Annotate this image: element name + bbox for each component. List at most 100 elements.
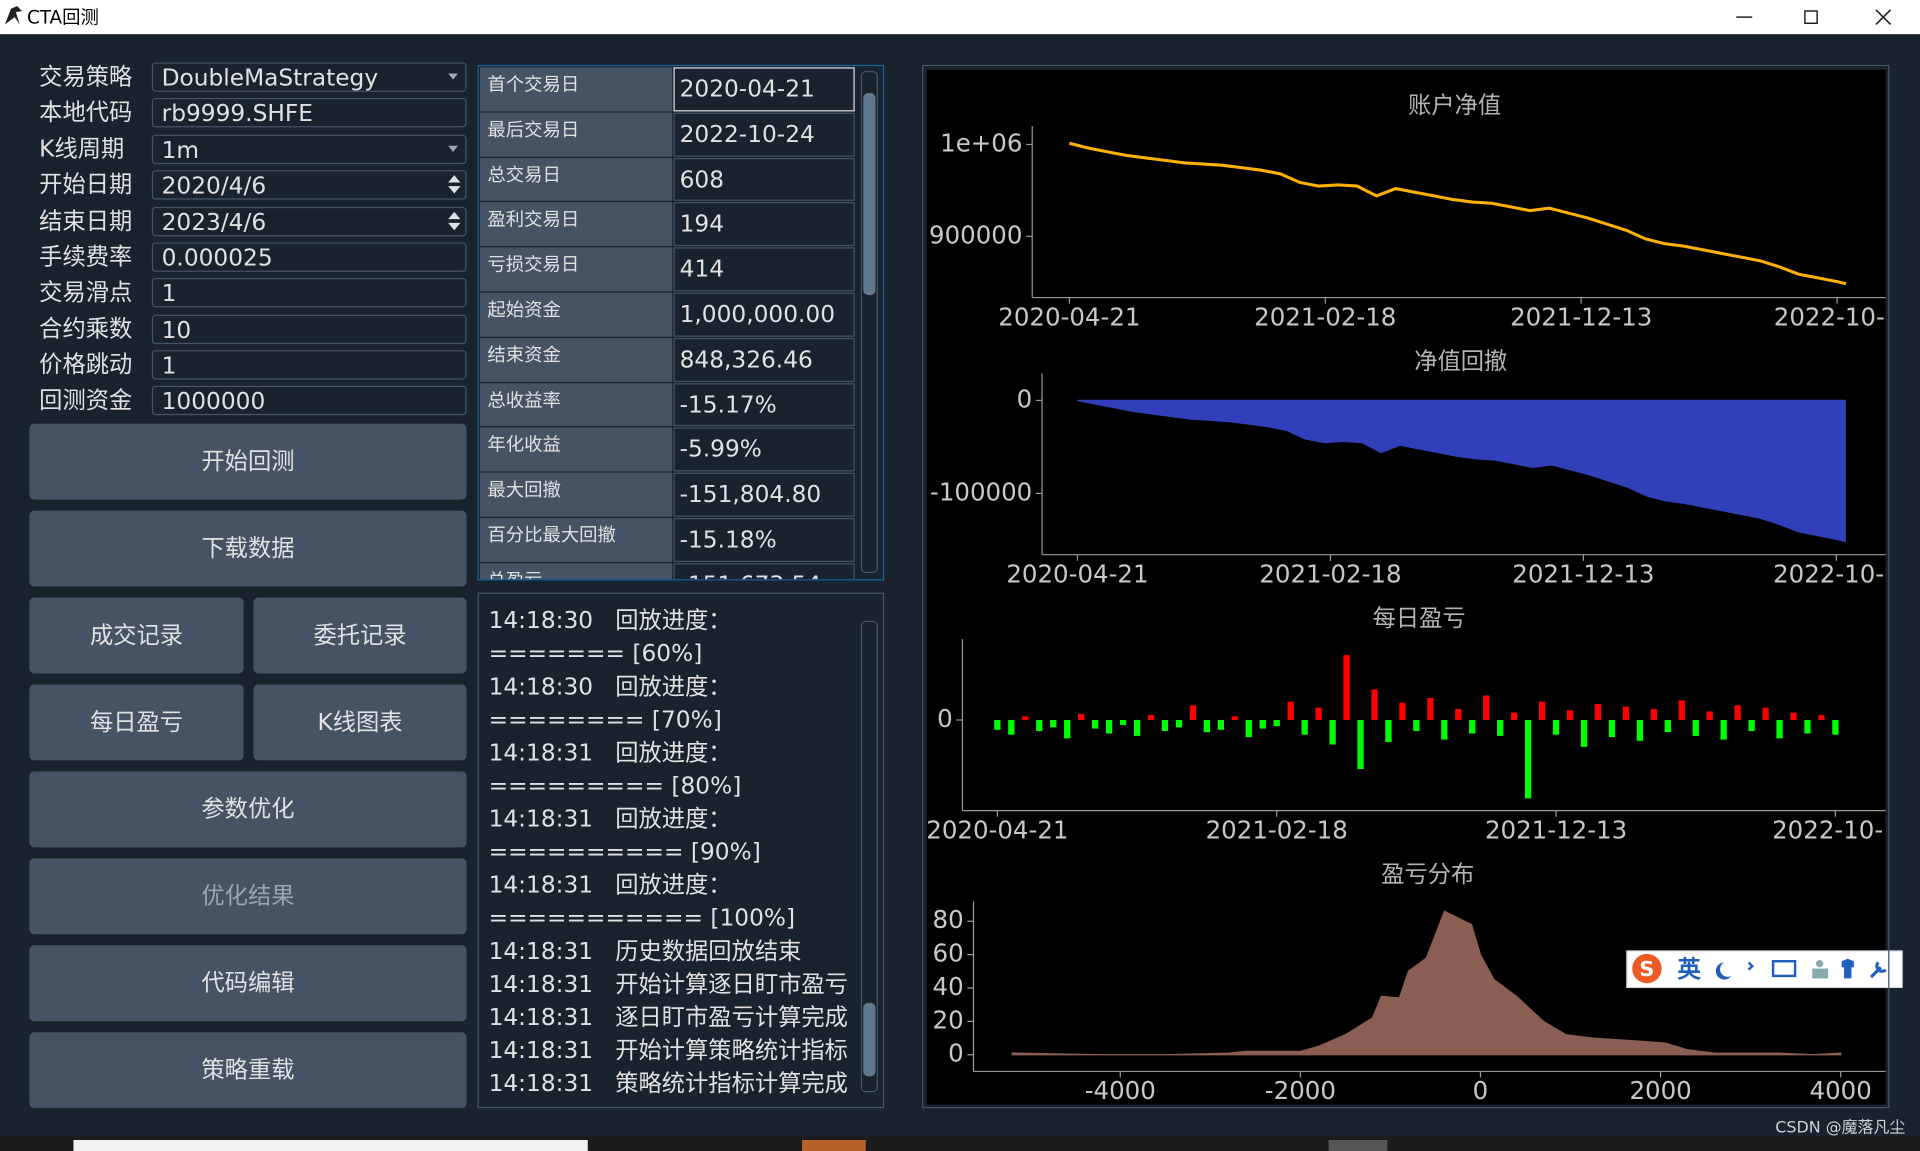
x-tick-label: 2020-04-21 (927, 815, 1069, 844)
pnl-bar (1497, 720, 1504, 736)
close[interactable] (1875, 9, 1892, 26)
combo-box[interactable]: 1m (151, 134, 467, 165)
button[interactable]: 开始回测 (29, 423, 467, 500)
pnl-bar (1105, 720, 1113, 734)
pnl-bar (1427, 697, 1434, 721)
stats-value[interactable]: -15.18% (673, 517, 855, 562)
button[interactable]: 下载数据 (29, 510, 467, 587)
combo-arrow[interactable] (448, 73, 458, 80)
pnl-bar (1455, 708, 1462, 721)
pnl-bar (1748, 720, 1755, 732)
edit-box[interactable]: 1000000 (151, 385, 467, 416)
stats-label: 总交易日 (480, 157, 673, 202)
stats-value[interactable]: -15.17% (673, 382, 855, 427)
pnl-bar (1678, 700, 1685, 721)
button[interactable]: 策略重载 (29, 1032, 467, 1109)
spin-up[interactable] (448, 211, 461, 220)
button[interactable]: 成交记录 (29, 597, 244, 674)
stats-value[interactable]: 194 (673, 202, 855, 247)
log-line: ========= [80%] (488, 772, 742, 800)
stats-label: 起始资金 (480, 292, 673, 337)
edit-box[interactable]: 1 (151, 350, 467, 380)
spin-down[interactable] (448, 222, 461, 231)
y-tick-label: 80 (933, 905, 964, 934)
log-line: 14:18:31 回放进度： (488, 805, 732, 833)
button[interactable]: K线图表 (253, 684, 467, 761)
x-tick-label: -4000 (1085, 1076, 1156, 1104)
scroll-handle[interactable] (863, 1002, 876, 1077)
pnl-bar (1413, 720, 1420, 732)
field-value: 0.000025 (161, 244, 273, 272)
pnl-bar (1343, 655, 1350, 721)
pnl-bar (1259, 720, 1266, 729)
pnl-bar (1594, 704, 1602, 721)
restore[interactable] (1804, 10, 1818, 25)
log-line: 14:18:31 回放进度： (488, 739, 732, 767)
stats-label: 最后交易日 (480, 112, 673, 157)
pnl-bar (1315, 707, 1322, 721)
spin-down[interactable] (448, 186, 461, 194)
log-line: ========== [90%] (488, 838, 761, 866)
title-bar-bg (0, 0, 1920, 35)
x-tick-label: 2021-02-18 (1254, 302, 1396, 331)
stats-value[interactable]: 2022-10-24 (673, 112, 855, 157)
button[interactable]: 代码编辑 (29, 945, 467, 1022)
spin-box[interactable]: 2020/4/6 (151, 170, 467, 200)
combo-box[interactable]: DoubleMaStrategy (151, 62, 467, 92)
pnl-bar (1091, 720, 1099, 729)
pnl-bar (1064, 720, 1071, 739)
log-line: ======== [70%] (488, 706, 722, 734)
pnl-bar (1189, 705, 1197, 721)
x-tick-label: 2020-04-21 (1006, 560, 1148, 589)
button[interactable]: 参数优化 (29, 771, 467, 848)
equity-line (1068, 141, 1847, 286)
stats-value[interactable]: 608 (673, 157, 855, 202)
combo-arrow[interactable] (448, 145, 458, 152)
pnl-bar (1175, 720, 1183, 728)
spin-up[interactable] (448, 175, 461, 183)
area (1077, 399, 1846, 543)
spin-box[interactable]: 2023/4/6 (151, 206, 467, 237)
log-line: 14:18:30 回放进度： (488, 607, 732, 635)
y-tick-label: 0 (948, 1039, 964, 1068)
button: 优化结果 (29, 858, 467, 935)
field-label: 本地代码 (39, 99, 133, 127)
x-tick-label: 2022-10-1 (1772, 815, 1886, 844)
stats-value[interactable]: -5.99% (673, 427, 855, 472)
stats-value[interactable]: 414 (673, 247, 855, 292)
y-tick-label: 1e+06 (940, 128, 1022, 157)
chart-title: 盈亏分布 (1381, 861, 1474, 888)
field-value: rb9999.SHFE (161, 100, 313, 128)
pnl-bar (1622, 706, 1630, 721)
stats-value[interactable]: 848,326.46 (673, 337, 855, 382)
stats-value[interactable]: 1,000,000.00 (673, 292, 855, 337)
field-label: 价格跳动 (39, 351, 133, 379)
pnl-bar (1217, 720, 1224, 730)
scrollbar[interactable] (860, 71, 878, 574)
field-label: 交易滑点 (39, 279, 133, 307)
button[interactable]: 每日盈亏 (29, 684, 244, 761)
stats-label: 总收益率 (480, 382, 673, 427)
stats-value[interactable]: -151,804.80 (673, 472, 855, 517)
pnl-bar (1552, 720, 1560, 735)
edit-box[interactable]: 10 (151, 314, 467, 345)
field-value: 1 (161, 280, 177, 308)
log-line: 14:18:31 开始计算策略统计指标 (488, 1037, 848, 1065)
stats-label: 结束资金 (480, 337, 673, 382)
log-line: 14:18:31 逐日盯市盈亏计算完成 (488, 1004, 848, 1032)
ime-mode[interactable]: 英 (1677, 956, 1701, 984)
button[interactable]: 委托记录 (253, 597, 467, 674)
pnl-bar (1790, 712, 1797, 721)
y-tick-label: 40 (933, 972, 964, 1001)
edit-box[interactable]: 1 (151, 277, 467, 308)
edit-box[interactable]: 0.000025 (151, 242, 467, 272)
pnl-bar (1511, 712, 1518, 721)
pnl-bar (1720, 720, 1727, 740)
stats-value[interactable]: -151,673.54 (673, 563, 855, 580)
edit-box[interactable]: rb9999.SHFE (151, 97, 467, 128)
scroll-handle[interactable] (863, 93, 876, 296)
scrollbar[interactable] (860, 620, 878, 1093)
stats-value[interactable]: 2020-04-21 (673, 67, 855, 112)
taskbar (0, 1136, 1920, 1151)
